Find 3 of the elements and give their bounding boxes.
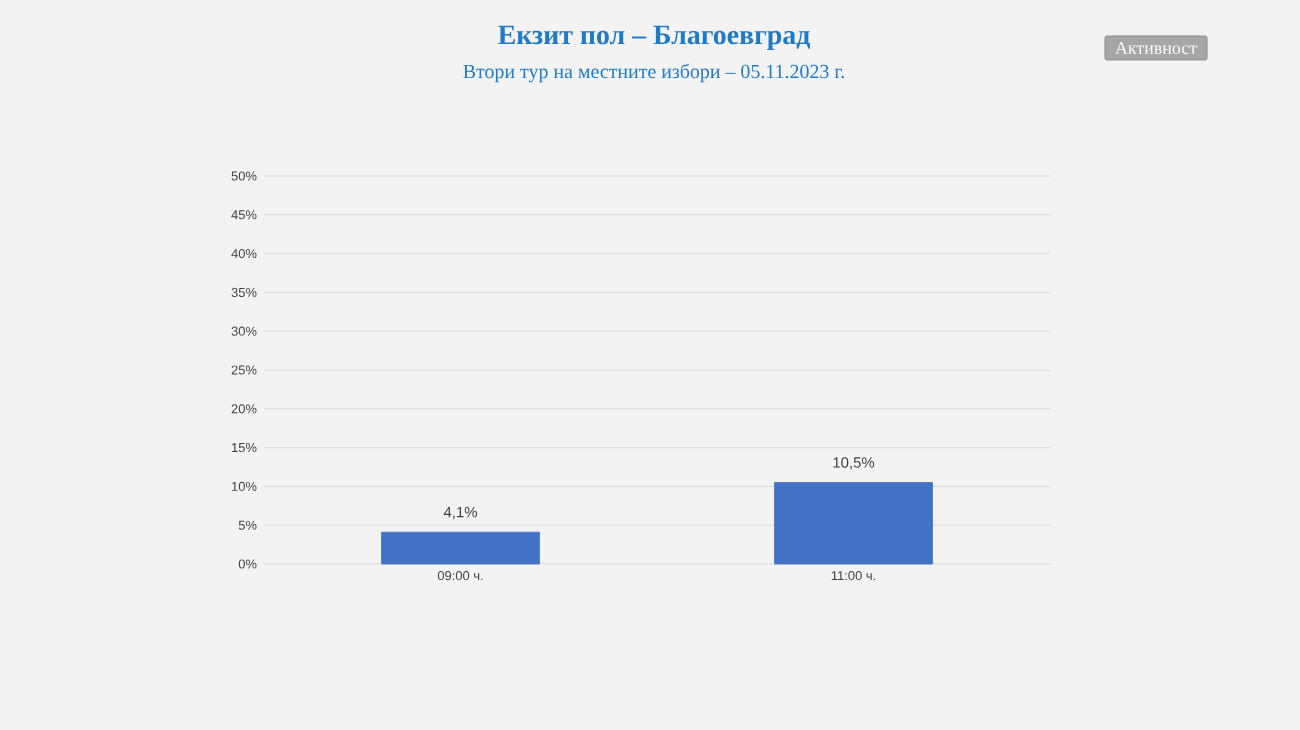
chart-title: Екзит пол – Благоевград xyxy=(498,25,811,50)
chart-subtitle: Втори тур на местните избори – 05.11.2023 г. xyxy=(463,63,844,83)
text: Активност xyxy=(1115,41,1197,55)
